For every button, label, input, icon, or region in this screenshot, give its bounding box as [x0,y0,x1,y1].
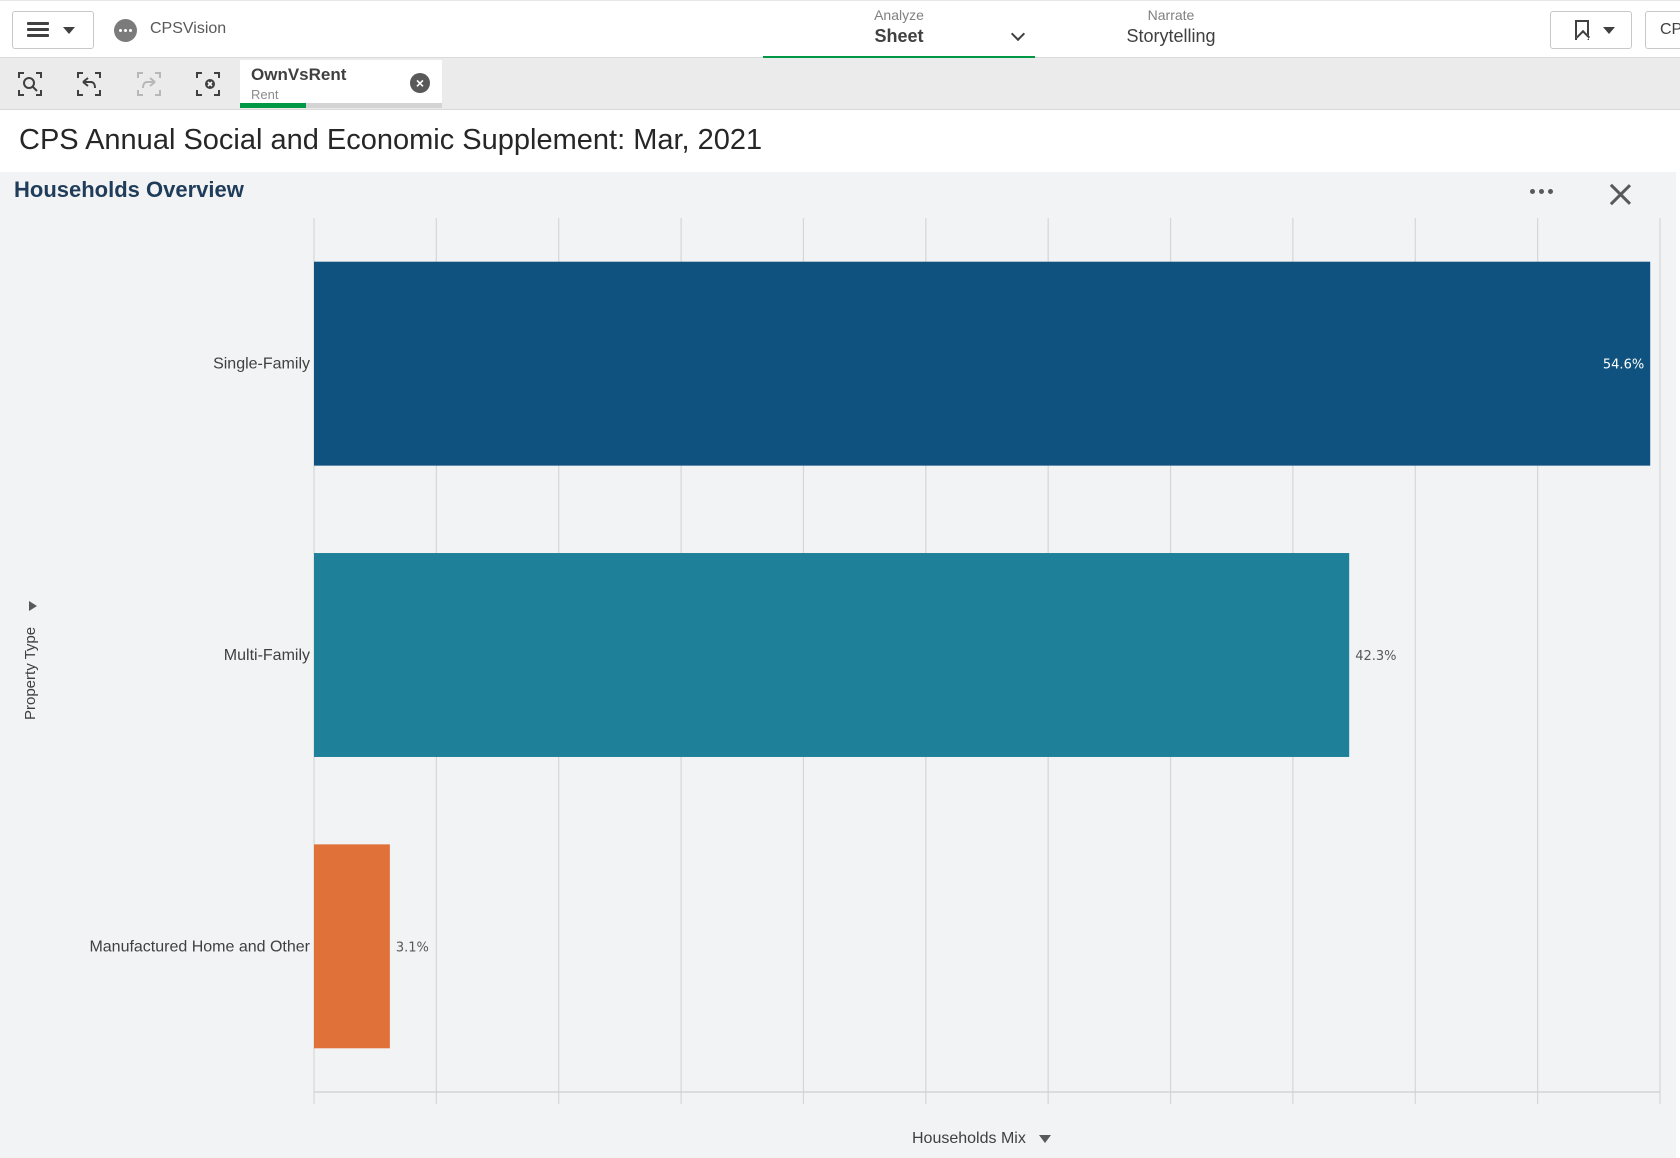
more-options-icon[interactable] [1530,186,1556,196]
clear-all-selections-icon[interactable] [195,71,221,97]
tab-analyze-sheet[interactable]: Analyze Sheet [763,1,1035,59]
close-icon[interactable] [1608,182,1632,206]
tab-narrate-value: Storytelling [1126,26,1216,46]
selection-tab-ownvsrent[interactable]: OwnVsRent Rent × [240,60,442,108]
top-bar: CPSVision Analyze Sheet Narrate Storytel… [0,0,1680,59]
selection-state-bar [240,103,442,108]
app-icon [114,19,137,42]
hamburger-menu-icon [27,22,49,38]
chevron-down-icon [1603,26,1615,34]
chevron-down-icon [63,26,75,34]
selection-field: OwnVsRent [251,65,347,84]
step-back-icon[interactable] [76,71,102,97]
selection-state-fill [240,103,306,108]
step-forward-icon[interactable] [136,71,162,97]
measure-menu-caret-icon[interactable] [1039,1135,1051,1143]
chart-panel: Households Overview [0,172,1676,1158]
selections-toolbar: OwnVsRent Rent × [0,58,1680,110]
sheet-title: CPS Annual Social and Economic Supplemen… [19,124,763,156]
selection-value: Rent [251,87,279,102]
tab-analyze-label: Analyze [874,7,924,23]
main-menu-button[interactable] [12,11,94,49]
y-axis-label[interactable]: Property Type [22,626,39,720]
bookmarks-button[interactable] [1550,11,1632,49]
dimension-menu-caret-icon[interactable] [29,601,37,611]
tab-narrate-storytelling[interactable]: Narrate Storytelling [1035,1,1307,59]
bookmark-icon [1575,20,1589,40]
app-name[interactable]: CPSVision [150,20,227,37]
smart-search-icon[interactable] [17,71,43,97]
panel-title: Households Overview [14,177,244,202]
tab-analyze-value: Sheet [874,26,924,46]
x-axis-label[interactable]: Households Mix [912,1130,1026,1147]
account-button[interactable]: CP [1645,11,1680,49]
tab-narrate-label: Narrate [1147,7,1195,23]
clear-selection-icon[interactable]: × [410,73,430,93]
